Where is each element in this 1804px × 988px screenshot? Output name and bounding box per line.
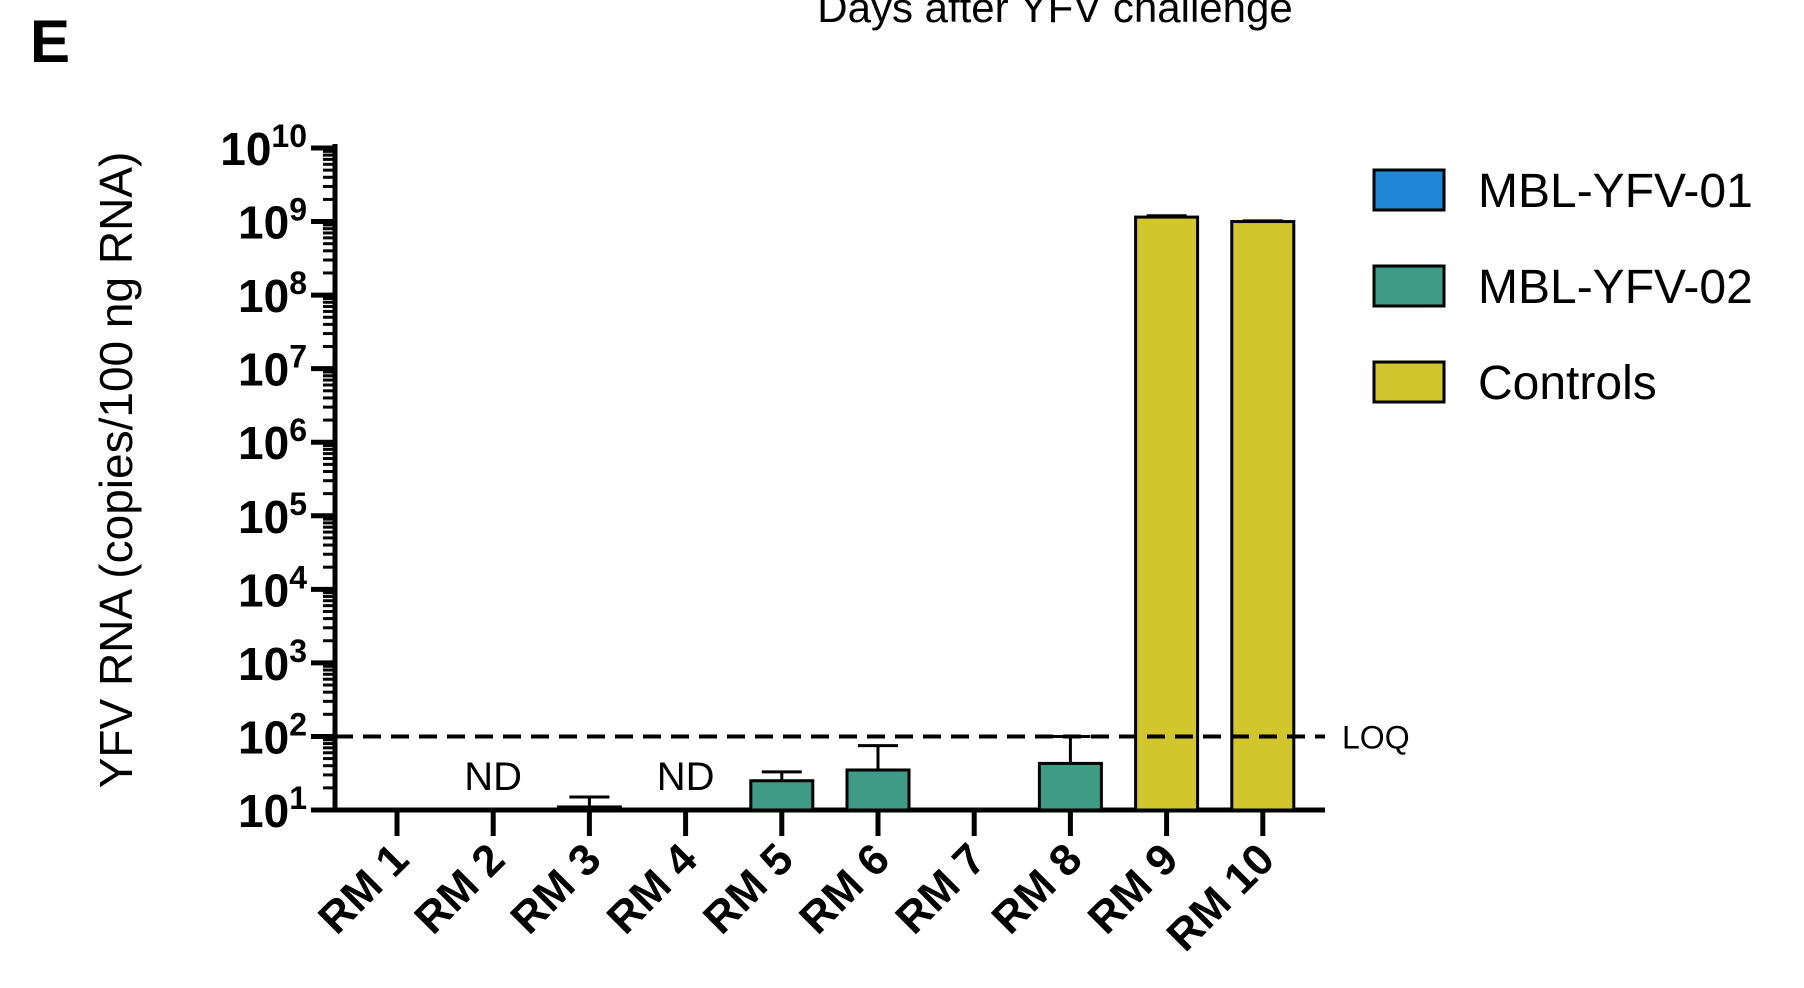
plot-area: 101 102 103 104 105 106 107 108 109 1010 RM 1 ND RM … [220, 118, 1409, 961]
legend-label: Controls [1478, 357, 1657, 410]
x-tick-label: RM 7 [886, 834, 995, 943]
y-tick-label: 1010 [220, 118, 307, 175]
bar [1230, 220, 1296, 812]
legend: MBL-YFV-01 MBL-YFV-02 Controls [1372, 165, 1753, 410]
x-tick-label: RM 10 [1158, 834, 1284, 960]
header-text: Days after YFV challenge [817, 0, 1292, 31]
y-axis-label: YFV RNA (copies/100 ng RNA) [90, 152, 142, 789]
loq-label: LOQ [1342, 719, 1410, 755]
legend-swatch [1372, 264, 1446, 308]
panel-label: E [30, 8, 70, 75]
y-tick-label: 104 [238, 559, 307, 616]
y-tick-label: 103 [238, 633, 307, 690]
y-tick-label: 107 [238, 339, 307, 396]
x-tick-label: RM 3 [501, 834, 610, 943]
y-tick-label: 102 [238, 706, 307, 763]
legend-swatch [1372, 168, 1446, 212]
x-tick-label: RM 8 [982, 834, 1091, 943]
legend-swatch [1372, 360, 1446, 404]
y-tick-label: 106 [238, 412, 307, 469]
x-tick-label: RM 6 [790, 834, 899, 943]
y-tick-label: 101 [238, 780, 307, 837]
y-tick-label: 108 [238, 265, 307, 322]
legend-label: MBL-YFV-02 [1478, 261, 1753, 314]
bar-annotation: ND [464, 755, 522, 799]
bar [1134, 215, 1200, 812]
x-tick-label: RM 1 [309, 834, 418, 943]
bar [749, 779, 815, 812]
bar-annotation: ND [657, 755, 715, 799]
x-tick-label: RM 4 [598, 834, 707, 943]
legend-label: MBL-YFV-01 [1478, 165, 1753, 218]
bar [845, 768, 911, 812]
y-tick-label: 109 [238, 192, 307, 249]
x-tick-label: RM 5 [694, 834, 803, 943]
bar [1037, 761, 1103, 812]
bar [556, 805, 622, 812]
x-tick-label: RM 2 [405, 834, 514, 943]
y-tick-label: 105 [238, 486, 307, 543]
